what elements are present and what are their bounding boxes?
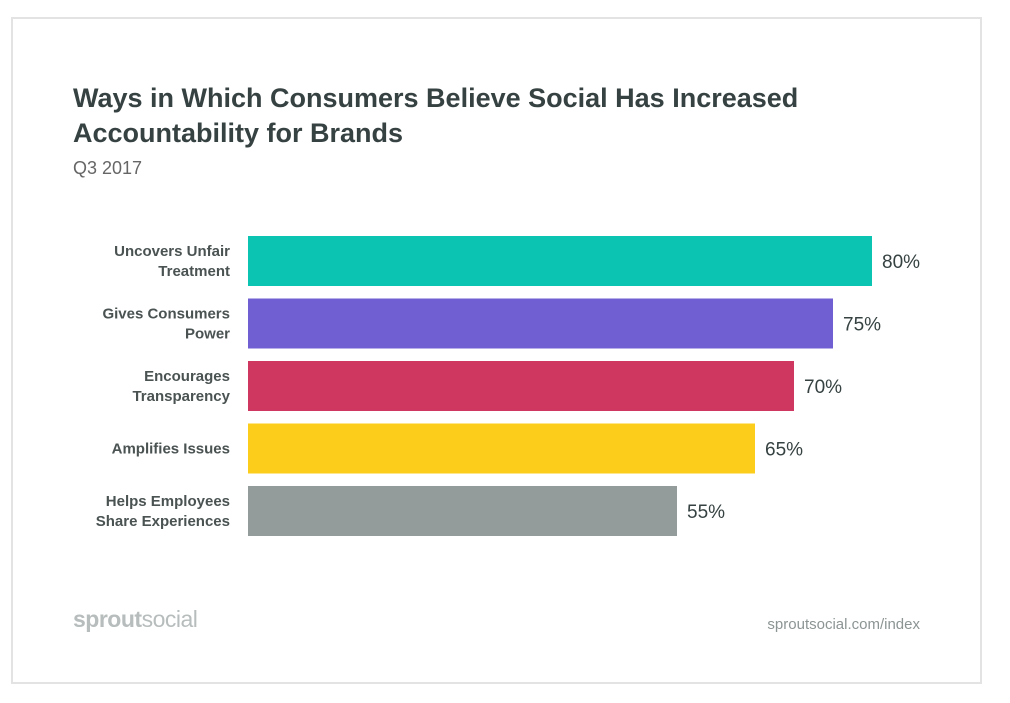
chart-card: Ways in Which Consumers Believe Social H… [11,17,982,684]
category-label-1: Gives Consumers Power [102,306,230,343]
bar-2 [248,361,794,411]
chart-subtitle: Q3 2017 [73,158,143,178]
category-label-3: Amplifies Issues [112,441,230,458]
bar-4 [248,486,677,536]
sproutsocial-logo: sproutsocial [73,606,198,633]
logo-part-social: social [141,606,198,632]
chart-title: Ways in Which Consumers Believe Social H… [73,83,799,148]
category-label-line: Power [185,326,230,343]
category-label-2: Encourages Transparency [132,368,230,405]
source-url: sproutsocial.com/index [767,616,920,633]
bar-value-label-4: 55% [687,502,725,523]
bar-3 [248,423,755,474]
category-label-0: Uncovers Unfair Treatment [114,243,230,280]
bar-1 [248,298,833,349]
category-label-line: Helps Employees [106,493,230,510]
bar-0 [248,236,872,286]
category-label-line: Treatment [158,263,230,280]
logo-part-sprout: sprout [73,606,142,632]
bar-value-label-2: 70% [804,377,842,398]
category-label-line: Amplifies Issues [112,441,230,458]
category-label-4: Helps Employees Share Experiences [96,493,230,530]
bar-value-label-0: 80% [882,252,920,273]
category-label-line: Transparency [132,388,230,405]
bar-value-label-1: 75% [843,315,881,336]
category-label-line: Gives Consumers [102,306,230,323]
category-label-line: Uncovers Unfair [114,243,230,260]
bar-chart: 80% Uncovers Unfair Treatment 75% Gives Cons… [96,236,920,536]
category-label-line: Share Experiences [96,513,230,530]
bar-value-label-3: 65% [765,440,803,461]
category-label-line: Encourages [144,368,230,385]
